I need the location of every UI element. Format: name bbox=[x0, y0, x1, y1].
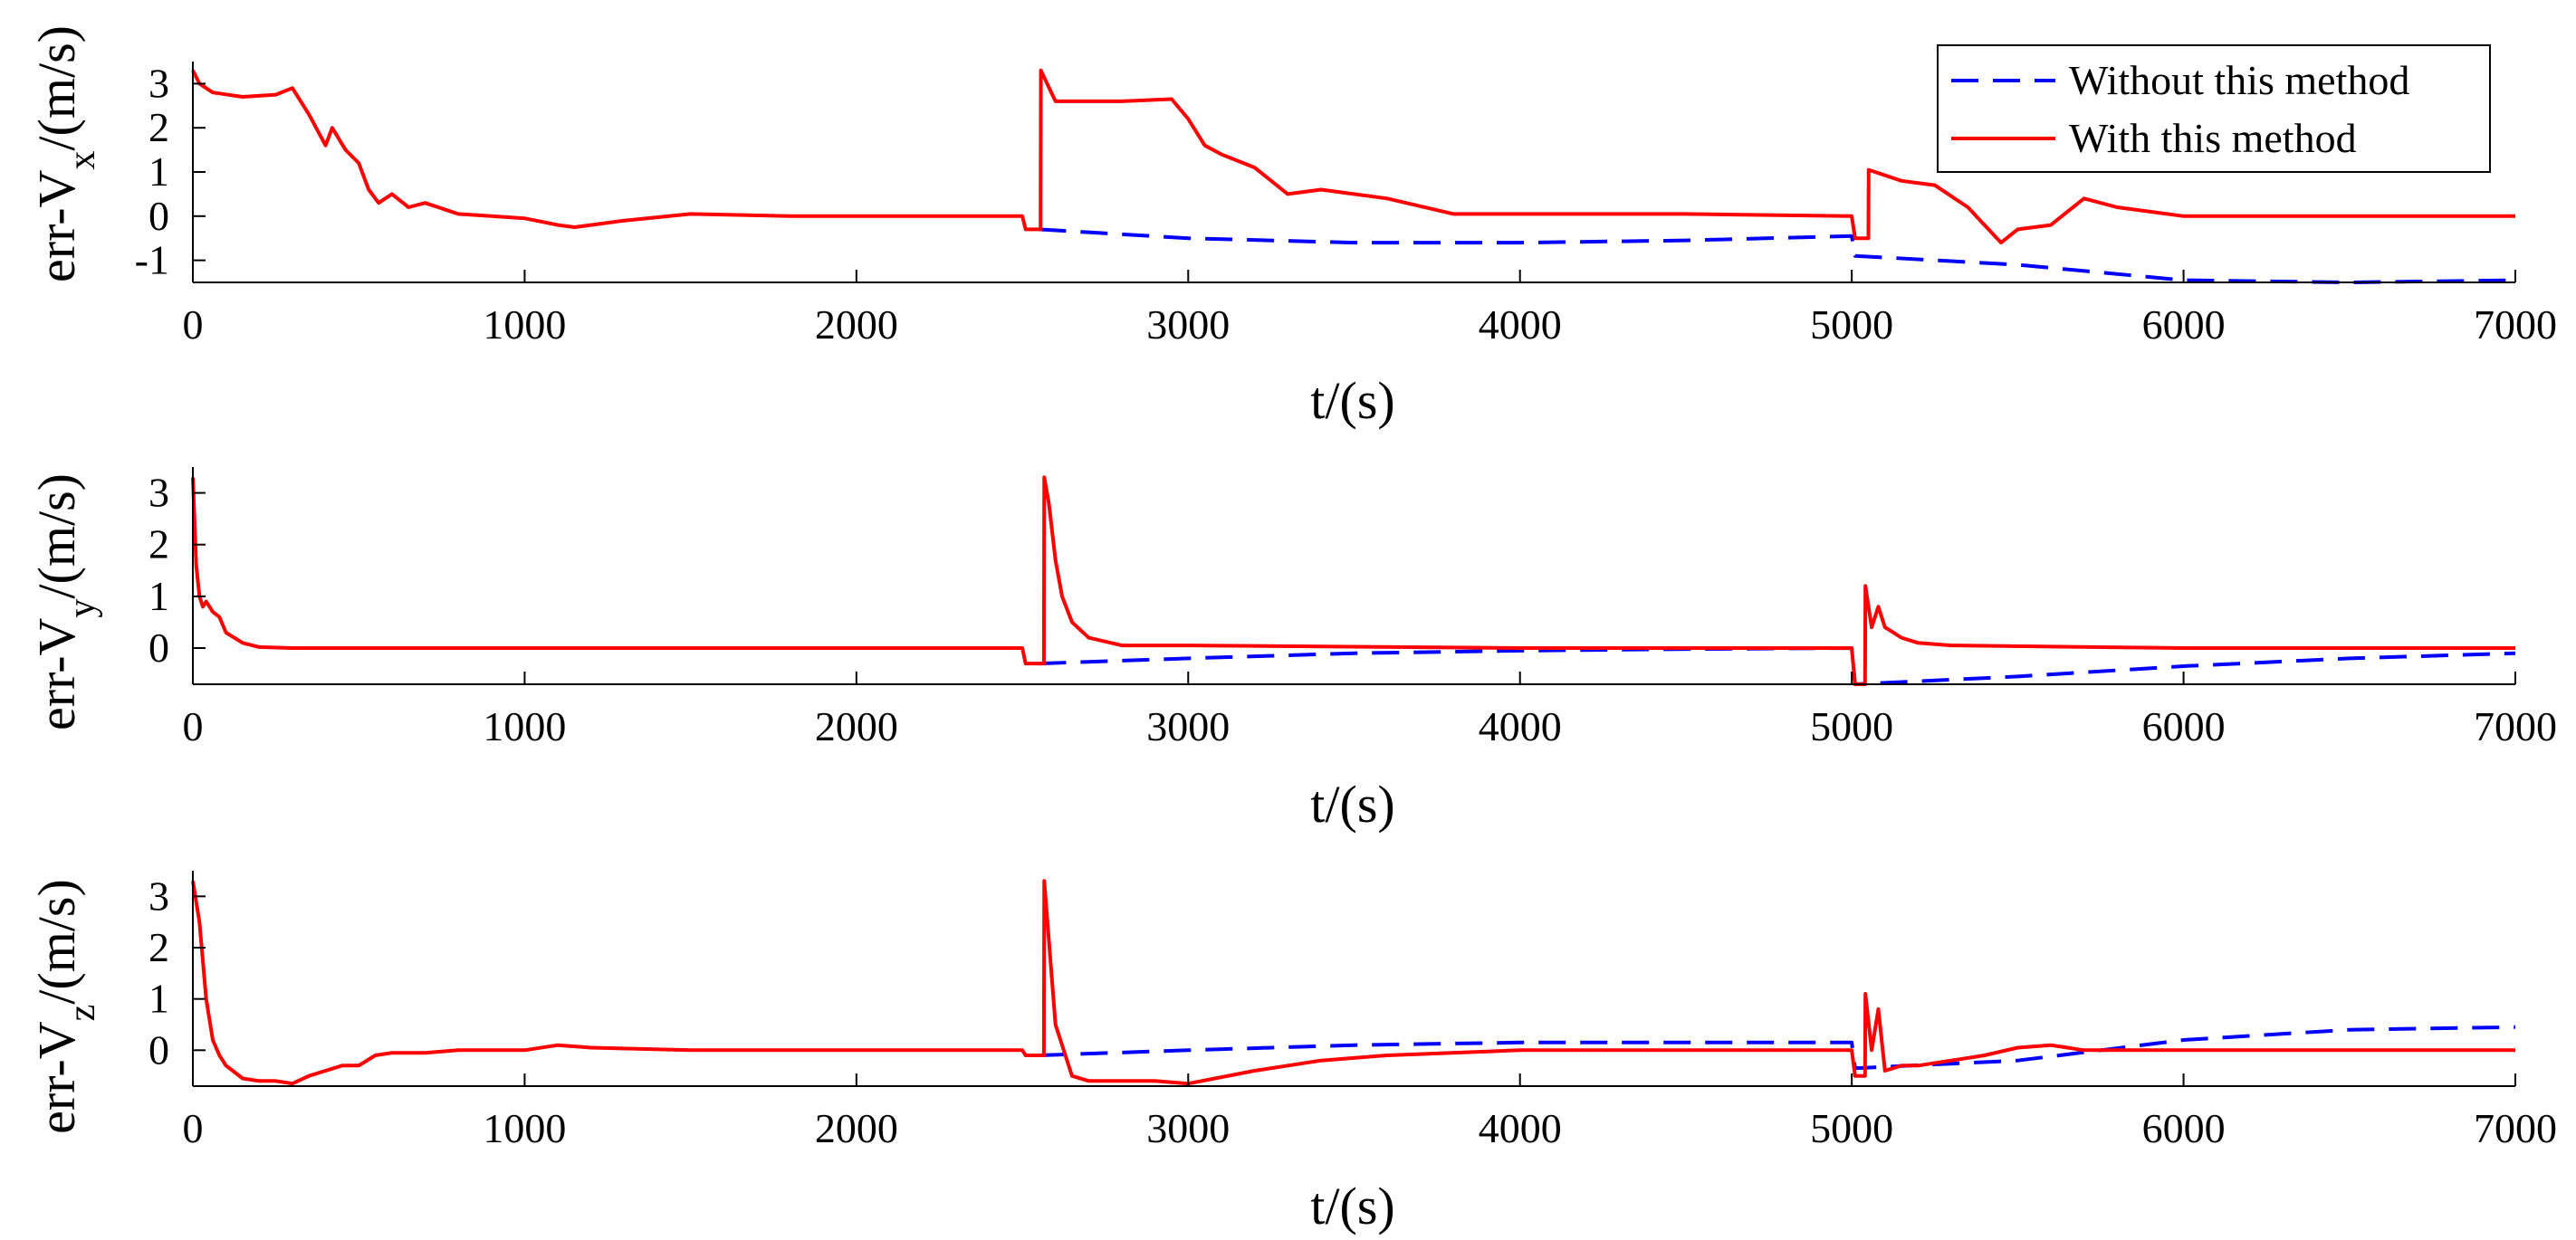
ylabel-vx: err-Vx/(m/s) bbox=[27, 25, 103, 282]
ylabel-vy: err-Vy/(m/s) bbox=[27, 473, 103, 730]
x-tick-label-vy-3000: 3000 bbox=[1146, 703, 1230, 749]
x-tick-label-vy-7000: 7000 bbox=[2474, 703, 2557, 749]
x-tick-label-vz-1000: 1000 bbox=[483, 1105, 566, 1151]
y-tick-label-vy-1: 1 bbox=[148, 573, 169, 619]
legend-label-with: With this method bbox=[2069, 115, 2357, 161]
x-tick-label-vz-5000: 5000 bbox=[1810, 1105, 1893, 1151]
y-tick-label-vz-2: 2 bbox=[148, 924, 169, 970]
series-without-method-line-vz bbox=[1039, 1025, 2516, 1071]
x-tick-label-vz-2000: 2000 bbox=[815, 1105, 898, 1151]
x-tick-label-vx-1000: 1000 bbox=[483, 301, 566, 348]
x-tick-label-vz-3000: 3000 bbox=[1146, 1105, 1230, 1151]
series-without-method-line-vx bbox=[1039, 227, 2516, 284]
plot-area-vy: 0 1000 2000 3000 4000 5000 6000 7000 0 1 2 3 bbox=[148, 467, 2557, 749]
y-tick-label-vx-0: 0 bbox=[148, 193, 169, 239]
y-tick-label-vy-3: 3 bbox=[148, 470, 169, 516]
series-with-method-line-vx bbox=[191, 68, 2515, 245]
x-tick-label-vx-3000: 3000 bbox=[1146, 301, 1230, 348]
legend-box bbox=[1937, 44, 2491, 173]
x-tick-label-vz-7000: 7000 bbox=[2474, 1105, 2557, 1151]
y-tick-label-vy-0: 0 bbox=[148, 625, 169, 671]
ylabel-vz: err-Vz/(m/s) bbox=[27, 879, 103, 1134]
x-tick-label-vy-5000: 5000 bbox=[1810, 703, 1893, 749]
x-tick-label-vx-7000: 7000 bbox=[2474, 301, 2557, 348]
y-tick-label-vz-0: 0 bbox=[148, 1026, 169, 1073]
xlabel-vy: t/(s) bbox=[1310, 775, 1394, 834]
x-tick-label-vz-4000: 4000 bbox=[1479, 1105, 1562, 1151]
y-tick-label-vy-2: 2 bbox=[148, 521, 169, 568]
legend: Without this method With this method bbox=[1937, 44, 2491, 173]
y-tick-label-vz-3: 3 bbox=[148, 873, 169, 919]
series-with-method-line-vy bbox=[191, 475, 2515, 686]
x-tick-label-vx-0: 0 bbox=[183, 301, 204, 348]
x-tick-label-vy-2000: 2000 bbox=[815, 703, 898, 749]
legend-label-without: Without this method bbox=[2069, 57, 2409, 103]
x-tick-label-vx-2000: 2000 bbox=[815, 301, 898, 348]
y-tick-label-vx-3: 3 bbox=[148, 60, 169, 106]
xlabel-vx: t/(s) bbox=[1310, 371, 1394, 430]
xlabel-vz: t/(s) bbox=[1310, 1177, 1394, 1235]
x-tick-label-vz-0: 0 bbox=[183, 1105, 204, 1151]
y-tick-label-vx--1: -1 bbox=[135, 237, 169, 283]
x-tick-label-vx-6000: 6000 bbox=[2142, 301, 2226, 348]
x-tick-label-vx-5000: 5000 bbox=[1810, 301, 1893, 348]
y-tick-label-vx-1: 1 bbox=[148, 148, 169, 195]
x-tick-label-vz-6000: 6000 bbox=[2142, 1105, 2226, 1151]
x-tick-label-vy-0: 0 bbox=[183, 703, 204, 749]
x-tick-label-vy-1000: 1000 bbox=[483, 703, 566, 749]
y-tick-label-vx-2: 2 bbox=[148, 104, 169, 150]
x-tick-label-vy-6000: 6000 bbox=[2142, 703, 2226, 749]
x-tick-label-vx-4000: 4000 bbox=[1479, 301, 1562, 348]
y-tick-label-vz-1: 1 bbox=[148, 976, 169, 1022]
x-tick-label-vy-4000: 4000 bbox=[1479, 703, 1562, 749]
series-with-method-line-vz bbox=[191, 879, 2515, 1086]
